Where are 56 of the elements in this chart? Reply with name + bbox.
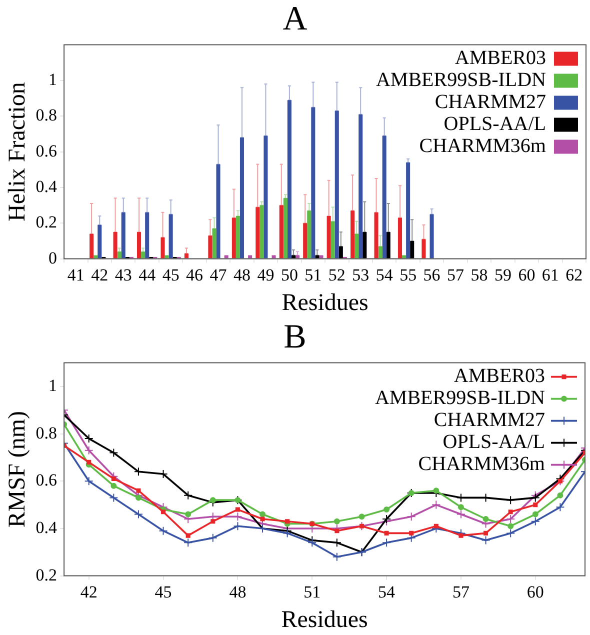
legend-label: CHARMM27: [434, 409, 545, 432]
legend-label: OPLS-AA/L: [444, 113, 546, 136]
legend-label: AMBER99SB-ILDN: [374, 387, 545, 410]
y-tick-label: 0.6: [36, 141, 58, 160]
x-tick-label: 42: [80, 582, 98, 602]
legend-label: OPLS-AA/L: [442, 431, 545, 454]
x-tick-label: 44: [138, 265, 156, 284]
x-axis-title: Residues: [281, 606, 368, 633]
x-tick-label: 45: [162, 265, 180, 284]
x-tick-label: 47: [210, 265, 228, 284]
x-tick-label: 61: [542, 265, 559, 284]
y-tick-label: 0.8: [36, 423, 58, 442]
x-tick-label: 57: [452, 582, 470, 602]
x-tick-label: 56: [423, 265, 440, 284]
chart-title: B: [284, 318, 306, 356]
x-tick-label: 52: [328, 265, 346, 284]
legend-label: CHARMM36m: [418, 453, 546, 476]
chart-title: A: [282, 0, 308, 38]
y-tick-label: 0.2: [36, 212, 58, 232]
y-tick-label: 0: [48, 248, 58, 268]
x-tick-label: 48: [233, 265, 250, 284]
x-tick-label: 59: [494, 265, 512, 284]
x-tick-label: 41: [67, 265, 84, 284]
y-axis-title: RMSF (nm): [4, 410, 31, 528]
x-tick-label: 42: [91, 265, 108, 284]
x-tick-label: 62: [566, 265, 583, 284]
y-tick-label: 0.4: [36, 176, 58, 196]
x-tick-label: 54: [376, 265, 394, 284]
legend-label: CHARMM36m: [419, 135, 546, 158]
legend-label: AMBER03: [454, 47, 546, 70]
x-tick-label: 51: [304, 265, 322, 284]
x-tick-label: 60: [526, 582, 544, 602]
legend-label: CHARMM27: [434, 91, 546, 114]
x-tick-label: 45: [154, 582, 172, 602]
y-tick-label: 0.4: [36, 518, 58, 537]
y-axis-title: Helix Fraction: [4, 82, 31, 222]
x-tick-label: 55: [400, 265, 417, 284]
x-axis-title: Residues: [282, 290, 368, 316]
legend-label: AMBER99SB-ILDN: [376, 69, 546, 92]
x-tick-label: 46: [186, 265, 204, 284]
x-tick-label: 57: [447, 265, 465, 284]
x-tick-label: 43: [114, 265, 132, 284]
x-tick-label: 53: [352, 265, 370, 284]
y-tick-label: 0.2: [36, 565, 58, 584]
y-tick-label: 0.6: [36, 470, 58, 490]
x-tick-label: 50: [280, 265, 298, 284]
x-tick-label: 51: [304, 582, 321, 602]
x-tick-label: 48: [229, 582, 246, 602]
x-tick-label: 60: [518, 265, 536, 284]
y-tick-label: 0.8: [36, 106, 58, 125]
legend-label: AMBER03: [454, 365, 545, 388]
x-tick-label: 54: [378, 582, 396, 602]
y-tick-label: 1: [48, 70, 58, 89]
y-tick-label: 1: [48, 376, 58, 395]
x-tick-label: 58: [470, 265, 488, 284]
x-tick-label: 49: [257, 265, 274, 284]
